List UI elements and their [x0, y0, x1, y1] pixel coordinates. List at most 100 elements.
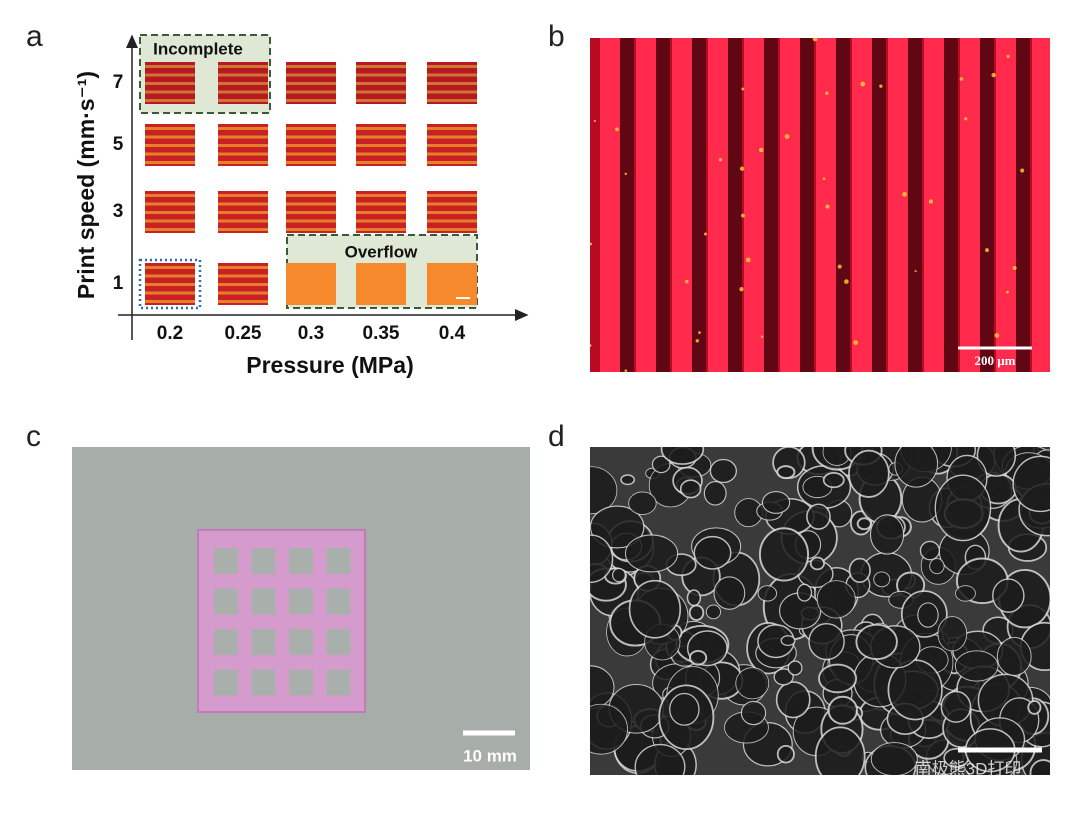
- pore: [1027, 700, 1042, 715]
- pore: [709, 458, 738, 484]
- tile-stripe: [427, 90, 477, 94]
- speck: [853, 340, 858, 345]
- image-tile: [218, 124, 268, 166]
- pore: [917, 602, 939, 628]
- tile-stripe: [427, 228, 477, 231]
- grid-hole: [326, 629, 351, 655]
- tile-stripe: [356, 99, 406, 102]
- tile-shade: [286, 62, 336, 104]
- tile-shade: [145, 191, 195, 233]
- pore: [620, 474, 636, 486]
- pore: [873, 571, 891, 588]
- tile-stripe: [218, 99, 268, 102]
- tile-stripe: [218, 283, 268, 286]
- pore: [919, 540, 941, 561]
- tile-stripe: [286, 161, 336, 164]
- speck: [784, 134, 790, 139]
- image-tile: [218, 62, 268, 104]
- grid-hole: [214, 629, 238, 655]
- box-label: Overflow: [345, 242, 419, 261]
- bright-stripe: [1032, 38, 1050, 372]
- tile-stripe: [218, 65, 268, 68]
- panel-label: a: [26, 20, 43, 53]
- tile-shade: [427, 191, 477, 233]
- tile-stripe: [356, 228, 406, 231]
- bright-stripe: [924, 38, 944, 372]
- speck: [695, 339, 699, 343]
- speck: [822, 177, 826, 181]
- tile-stripe: [356, 82, 406, 85]
- tile-stripe: [145, 135, 195, 139]
- tile-stripe: [356, 65, 406, 68]
- panel-label: b: [548, 20, 565, 53]
- pore: [955, 585, 976, 602]
- pore: [816, 580, 856, 619]
- grid-hole: [289, 588, 313, 615]
- pore: [703, 480, 727, 506]
- speck: [745, 257, 751, 263]
- scale-bar-label: 10 mm: [463, 746, 517, 765]
- tile-glow: [286, 263, 336, 305]
- grid-hole: [214, 669, 238, 696]
- pore: [1012, 455, 1050, 513]
- tile-stripe: [218, 82, 268, 85]
- tile-stripe: [218, 144, 268, 147]
- tile-stripe: [145, 202, 195, 206]
- pore: [827, 695, 858, 725]
- tile-stripe: [145, 266, 195, 269]
- pore: [822, 472, 845, 489]
- dark-band: [656, 38, 670, 372]
- pore: [590, 534, 614, 583]
- pore: [870, 742, 918, 775]
- pore: [688, 649, 708, 666]
- tile-shade: [356, 62, 406, 104]
- bright-stripe: [888, 38, 908, 372]
- speck: [703, 232, 708, 236]
- speck: [1020, 168, 1025, 173]
- pore: [776, 744, 795, 764]
- pore: [780, 635, 796, 647]
- pore: [651, 455, 671, 474]
- speck: [860, 81, 866, 87]
- tile-shade: [218, 62, 268, 104]
- speck: [1006, 54, 1010, 58]
- image-tile: [145, 263, 195, 305]
- dark-band: [620, 38, 634, 372]
- tile-stripe: [286, 65, 336, 68]
- pore: [713, 576, 746, 610]
- image-tile: [286, 263, 336, 305]
- tile-stripe: [356, 135, 406, 139]
- dark-band: [1016, 38, 1030, 372]
- tile-stripe: [218, 228, 268, 231]
- pore: [624, 534, 679, 573]
- panel-d: d 南极熊3D打印: [548, 420, 1050, 778]
- pore: [679, 479, 702, 499]
- grid-hole: [251, 548, 276, 574]
- pore: [590, 466, 618, 515]
- grid-hole: [289, 669, 313, 696]
- image-tile: [356, 124, 406, 166]
- pore: [796, 583, 813, 602]
- speck: [624, 172, 627, 176]
- tile-stripe: [145, 211, 195, 214]
- pore: [775, 681, 811, 719]
- bright-stripe: [708, 38, 728, 372]
- speck: [1012, 265, 1017, 270]
- panel-label: d: [548, 420, 565, 453]
- speck: [959, 77, 964, 81]
- y-tick-label: 7: [113, 72, 124, 93]
- tile-stripe: [356, 73, 406, 77]
- tile-shade: [286, 191, 336, 233]
- pore: [887, 659, 943, 721]
- pore: [869, 514, 905, 555]
- speck: [685, 279, 689, 284]
- pore: [954, 650, 999, 682]
- panel-label: c: [26, 420, 41, 453]
- tile-stripe: [356, 211, 406, 214]
- pore: [590, 505, 645, 549]
- pore: [612, 567, 626, 583]
- tile-stripe: [286, 135, 336, 139]
- bright-stripe: [1068, 38, 1080, 372]
- dark-band: [764, 38, 778, 372]
- tile-stripe: [145, 228, 195, 231]
